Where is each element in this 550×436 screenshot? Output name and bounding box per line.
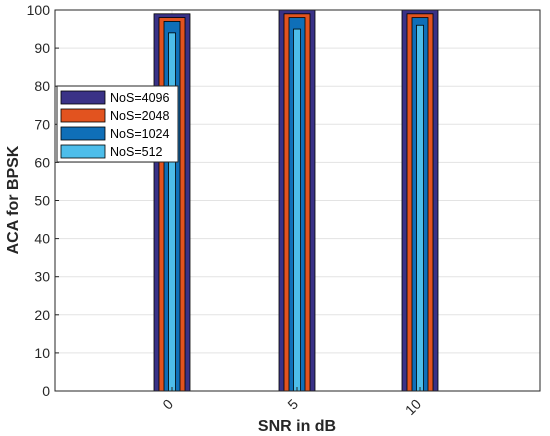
y-tick-label: 30 — [34, 269, 50, 285]
legend-swatch — [60, 126, 106, 141]
y-tick-label: 80 — [34, 78, 50, 94]
y-tick-label: 40 — [34, 231, 50, 247]
bars — [153, 9, 439, 392]
y-tick-label: 50 — [34, 193, 50, 209]
y-axis-ticks: 0 10 20 30 40 50 60 70 80 90 100 — [27, 2, 59, 399]
legend-label: NoS=4096 — [110, 91, 169, 105]
y-tick-label: 20 — [34, 307, 50, 323]
x-tick-label: 5 — [284, 396, 301, 413]
bar-nos-512-5 — [293, 28, 301, 392]
y-tick-label: 70 — [34, 116, 50, 132]
y-tick-label: 90 — [34, 40, 50, 56]
x-tick-label: 10 — [402, 396, 424, 418]
legend-label: NoS=512 — [110, 145, 163, 159]
x-axis-label: SNR in dB — [258, 418, 336, 435]
y-tick-label: 10 — [34, 345, 50, 361]
legend-swatch — [60, 144, 106, 159]
y-tick-label: 60 — [34, 154, 50, 170]
y-axis-label: ACA for BPSK — [5, 145, 22, 254]
legend-swatch — [60, 90, 106, 105]
y-tick-label: 0 — [42, 383, 50, 399]
legend-label: NoS=1024 — [110, 127, 169, 141]
bar-nos-512-10 — [416, 24, 424, 392]
y-tick-label: 100 — [27, 2, 51, 18]
legend-swatch — [60, 108, 106, 123]
x-tick-label: 0 — [159, 396, 176, 413]
x-axis-ticks: 0 5 10 — [159, 387, 424, 418]
legend-label: NoS=2048 — [110, 109, 169, 123]
legend: NoS=4096 NoS=2048 NoS=1024 NoS=512 — [56, 85, 179, 163]
